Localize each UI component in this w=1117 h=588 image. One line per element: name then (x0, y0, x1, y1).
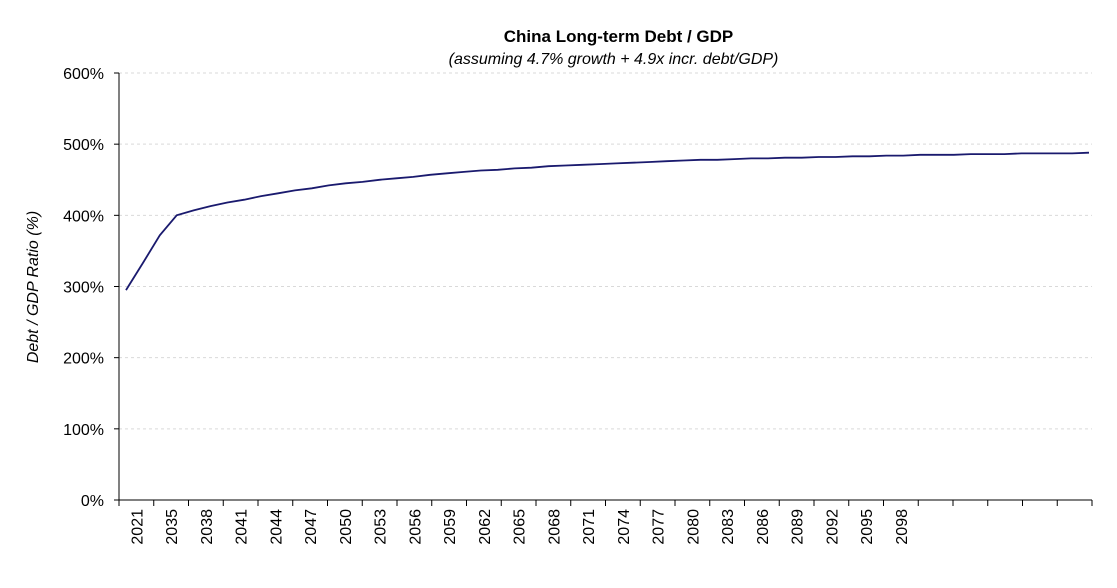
y-tick-label: 0% (81, 493, 104, 510)
y-tick-label: 400% (63, 208, 104, 225)
x-tick-label: 2056 (407, 509, 424, 545)
series-line (125, 151, 1090, 291)
y-tick-label: 300% (63, 280, 104, 297)
x-tick-label: 2041 (234, 509, 251, 545)
chart-subtitle: (assuming 4.7% growth + 4.9x incr. debt/… (448, 51, 779, 68)
x-tick-label: 2065 (512, 509, 529, 545)
x-tick-label: 2086 (755, 509, 772, 545)
x-tick-label: 2050 (338, 509, 355, 545)
x-tick-label: 2083 (720, 509, 737, 545)
x-tick-label: 2095 (859, 509, 876, 545)
x-tick-label: 2092 (824, 509, 841, 545)
x-tick-label: 2021 (129, 509, 146, 545)
chart-title: China Long-term Debt / GDP (503, 27, 734, 46)
x-tick-label: 2080 (685, 509, 702, 545)
y-tick-label: 600% (63, 66, 104, 83)
x-tick-label: 2044 (268, 509, 285, 545)
x-tick-label: 2038 (199, 509, 216, 545)
x-tick-label: 2035 (164, 509, 181, 545)
x-tick-label: 2068 (546, 509, 563, 545)
x-tick-label: 2059 (442, 509, 459, 545)
y-axis-label: Debt / GDP Ratio (%) (25, 211, 42, 363)
y-tick-label: 500% (63, 137, 104, 154)
x-tick-label: 2047 (303, 509, 320, 545)
x-tick-label: 2074 (616, 509, 633, 545)
x-tick-label: 2053 (373, 509, 390, 545)
x-tick-label: 2077 (651, 509, 668, 545)
x-tick-label: 2071 (581, 509, 598, 545)
y-tick-label: 200% (63, 351, 104, 368)
x-tick-label: 2062 (477, 509, 494, 545)
x-tick-label: 2098 (894, 509, 911, 545)
y-tick-label: 100% (63, 422, 104, 439)
x-tick-label: 2089 (790, 509, 807, 545)
